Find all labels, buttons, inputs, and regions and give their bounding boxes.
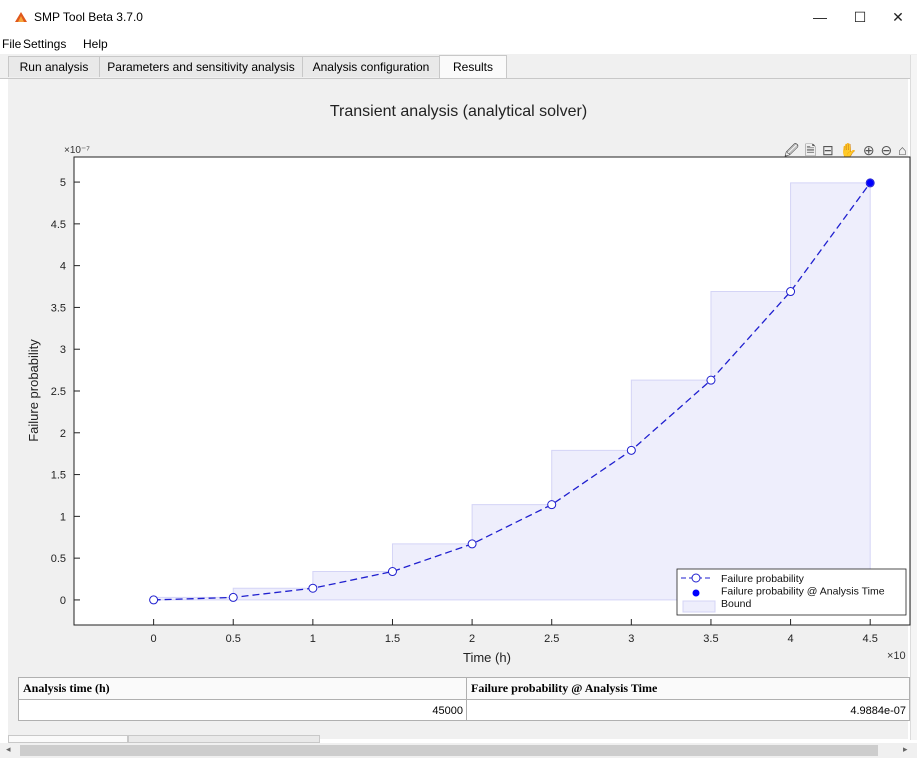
cell-analysis-time[interactable]: 45000 (19, 700, 467, 721)
y-tick-label: 4 (60, 261, 66, 273)
x-tick-label: 2.5 (544, 633, 559, 645)
results-table: Analysis time (h) Failure probability @ … (18, 677, 910, 721)
header-failure-probability: Failure probability @ Analysis Time (467, 678, 909, 700)
data-point-marker (467, 539, 477, 549)
y-tick-label: 2.5 (51, 386, 66, 398)
y-tick-label: 1.5 (51, 470, 66, 482)
tab-parameters-sensitivity[interactable]: Parameters and sensitivity analysis (99, 56, 303, 77)
menu-help[interactable]: Help (83, 37, 108, 51)
scroll-right-arrow-icon[interactable]: ▸ (903, 744, 908, 754)
matlab-app-icon (15, 12, 27, 22)
data-point-marker (149, 595, 159, 605)
data-point-marker (706, 375, 716, 385)
x-exponent-label: ×10 (887, 650, 906, 662)
maximize-button[interactable]: ☐ (853, 8, 867, 25)
y-tick-label: 3 (60, 344, 66, 356)
y-tick-label: 1 (60, 511, 66, 523)
legend-entry: Bound (721, 598, 752, 610)
y-tick-label: 5 (60, 177, 66, 189)
y-tick-label: 0 (60, 595, 66, 607)
legend-entry: Failure probability @ Analysis Time (721, 586, 885, 598)
close-button[interactable]: ✕ (892, 8, 904, 25)
x-tick-label: 1 (310, 633, 316, 645)
bottom-tab-1[interactable] (8, 735, 128, 743)
tab-bar: Run analysis Parameters and sensitivity … (0, 54, 917, 79)
cell-failure-probability[interactable]: 4.9884e-07 (850, 704, 906, 717)
bottom-tab-bar (8, 735, 908, 743)
minimize-button[interactable]: — (813, 9, 827, 25)
data-point-marker (308, 583, 318, 593)
horizontal-scrollbar[interactable]: ◂ ▸ (0, 743, 917, 758)
chart-title: Transient analysis (analytical solver) (329, 103, 588, 120)
tab-run-analysis[interactable]: Run analysis (8, 56, 100, 77)
x-tick-label: 2 (469, 633, 475, 645)
scroll-left-arrow-icon[interactable]: ◂ (6, 744, 11, 754)
x-axis-label: Time (h) (463, 650, 511, 665)
header-analysis-time: Analysis time (h) (19, 678, 467, 700)
y-tick-label: 0.5 (51, 553, 66, 565)
analysis-time-point (866, 179, 874, 187)
x-tick-label: 0.5 (226, 633, 241, 645)
data-point-marker (228, 592, 238, 602)
x-tick-label: 4 (788, 633, 794, 645)
menu-bar: File Settings Help (0, 34, 917, 54)
data-point-marker (786, 287, 796, 297)
axes-toolbar[interactable]: 🖉 🗎 ⊟ ✋ ⊕ ⊖ ⌂ (784, 142, 908, 158)
title-bar: SMP Tool Beta 3.7.0 — ☐ ✕ (0, 0, 917, 34)
y-tick-label: 3.5 (51, 302, 66, 314)
legend-area-sample (682, 600, 716, 613)
y-tick-label: 4.5 (51, 219, 66, 231)
bottom-tab-2[interactable] (128, 735, 320, 743)
x-tick-label: 3 (628, 633, 634, 645)
y-axis-label: Failure probability (25, 339, 41, 442)
tab-analysis-configuration[interactable]: Analysis configuration (302, 56, 440, 77)
x-tick-label: 0 (151, 633, 157, 645)
failure-probability-line (153, 182, 871, 601)
x-tick-label: 3.5 (703, 633, 718, 645)
tab-results[interactable]: Results (439, 55, 507, 78)
legend-point-sample (692, 589, 700, 597)
legend-marker-sample (691, 573, 701, 583)
menu-file[interactable]: File (2, 37, 22, 51)
y-tick-label: 2 (60, 428, 66, 440)
x-tick-label: 1.5 (385, 633, 400, 645)
menu-settings[interactable]: Settings (23, 37, 67, 51)
data-point-marker (626, 445, 636, 455)
window-title: SMP Tool Beta 3.7.0 (34, 10, 143, 24)
data-point-marker (387, 567, 397, 577)
data-point-marker (547, 500, 557, 510)
scroll-thumb[interactable] (20, 745, 878, 756)
legend-entry: Failure probability (721, 573, 805, 585)
y-exponent-label: ×10⁻⁷ (64, 145, 90, 156)
x-tick-label: 4.5 (863, 633, 878, 645)
